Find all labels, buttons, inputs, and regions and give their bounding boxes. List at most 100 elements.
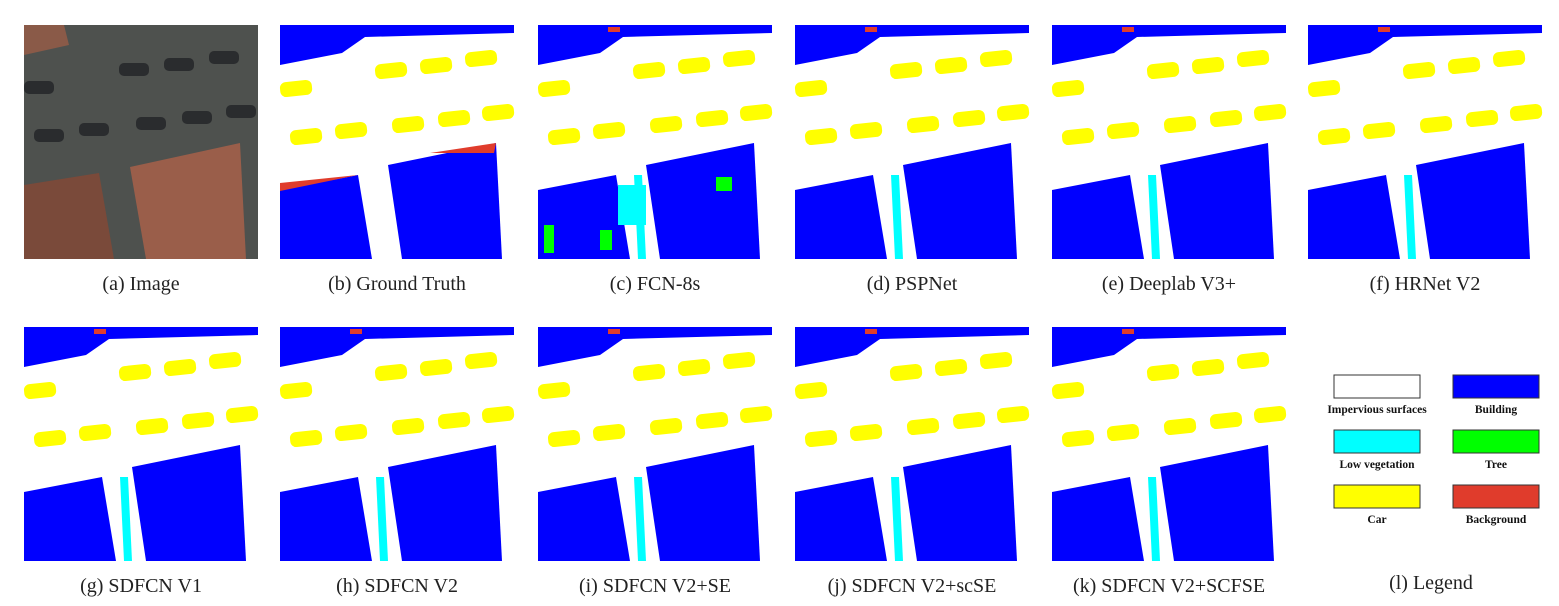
building-area — [24, 477, 116, 561]
legend-swatch — [1333, 429, 1421, 454]
panel — [794, 25, 1030, 259]
car-area — [1209, 109, 1243, 128]
car-area — [695, 411, 729, 430]
photo-car — [182, 111, 212, 124]
photo-car — [34, 129, 64, 142]
car-area — [739, 405, 773, 424]
car-area — [118, 363, 152, 382]
car-area — [632, 363, 666, 382]
car-area — [1317, 127, 1351, 146]
photo-car — [164, 58, 194, 71]
background-area — [430, 143, 496, 153]
car-area — [849, 423, 883, 442]
building-area — [538, 477, 630, 561]
low-vegetation-area — [376, 477, 388, 561]
car-area — [1253, 103, 1287, 122]
car-area — [481, 405, 515, 424]
car-area — [996, 103, 1030, 122]
low-vegetation-area — [891, 175, 903, 259]
car-area — [279, 381, 313, 400]
tree-area — [600, 230, 612, 250]
panel — [1051, 327, 1287, 561]
car-area — [889, 61, 923, 80]
car-area — [722, 351, 756, 370]
panel-caption: (c) FCN-8s — [610, 273, 701, 295]
car-area — [1163, 417, 1197, 436]
panel-caption: (f) HRNet V2 — [1370, 273, 1481, 295]
building-area — [646, 143, 760, 259]
car-area — [547, 429, 581, 448]
low-vegetation-area — [1148, 477, 1160, 561]
building-area — [795, 477, 887, 561]
background-area — [1122, 329, 1134, 334]
car-area — [649, 417, 683, 436]
car-area — [391, 417, 425, 436]
car-area — [374, 363, 408, 382]
panel — [23, 327, 259, 561]
car-area — [163, 358, 197, 377]
background-area — [280, 175, 358, 191]
car-area — [1146, 363, 1180, 382]
car-area — [1106, 121, 1140, 140]
background-area — [865, 329, 877, 334]
car-area — [632, 61, 666, 80]
building-area — [132, 445, 246, 561]
panel-caption: (h) SDFCN V2 — [336, 575, 458, 597]
car-area — [934, 56, 968, 75]
low-vegetation-area — [1404, 175, 1416, 259]
legend-label: Car — [1367, 514, 1386, 526]
low-vegetation-area — [120, 477, 132, 561]
car-area — [419, 358, 453, 377]
car-area — [677, 358, 711, 377]
car-area — [334, 423, 368, 442]
building-area — [1052, 25, 1286, 65]
background-area — [608, 329, 620, 334]
legend-label: Background — [1466, 514, 1527, 526]
building-area — [795, 327, 1029, 367]
low-vegetation-area — [634, 477, 646, 561]
car-area — [1307, 79, 1341, 98]
legend-swatch — [1333, 484, 1421, 509]
car-area — [1106, 423, 1140, 442]
building-area — [1052, 175, 1144, 259]
panel-caption: (e) Deeplab V3+ — [1102, 273, 1236, 295]
car-area — [23, 381, 57, 400]
building-area — [795, 175, 887, 259]
car-area — [592, 121, 626, 140]
car-area — [1209, 411, 1243, 430]
car-area — [677, 56, 711, 75]
photo-roof — [130, 143, 246, 259]
car-area — [1191, 56, 1225, 75]
car-area — [996, 405, 1030, 424]
car-area — [1465, 109, 1499, 128]
car-area — [849, 121, 883, 140]
photo-car — [209, 51, 239, 64]
car-area — [906, 417, 940, 436]
legend-label: Building — [1475, 404, 1517, 416]
background-area — [865, 27, 877, 32]
building-area — [1308, 175, 1400, 259]
background-area — [350, 329, 362, 334]
car-area — [537, 381, 571, 400]
panel — [794, 327, 1030, 561]
panel — [279, 25, 515, 259]
legend-label: Impervious surfaces — [1327, 404, 1427, 416]
car-area — [78, 423, 112, 442]
car-area — [419, 56, 453, 75]
panel — [1051, 25, 1287, 259]
car-area — [33, 429, 67, 448]
car-area — [1236, 351, 1270, 370]
building-area — [1052, 327, 1286, 367]
legend-swatch — [1333, 374, 1421, 399]
car-area — [1509, 103, 1543, 122]
building-area — [280, 477, 372, 561]
panel — [1307, 25, 1543, 259]
car-area — [437, 411, 471, 430]
tree-area — [544, 225, 554, 253]
car-area — [794, 381, 828, 400]
building-area — [24, 327, 258, 367]
legend-label: Tree — [1485, 459, 1507, 471]
car-area — [804, 429, 838, 448]
background-area — [608, 27, 620, 32]
